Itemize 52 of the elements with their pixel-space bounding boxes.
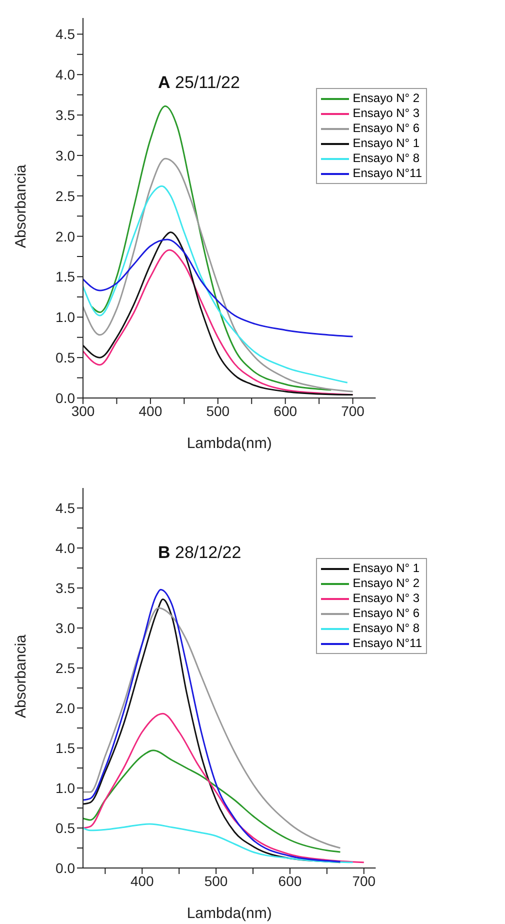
y-tick-label: 4.5 [56, 500, 76, 516]
line-series [83, 823, 354, 864]
text: B 28/12/22 [158, 543, 242, 563]
text: A 25/11/22 [158, 73, 240, 93]
x-tick-label: 700 [352, 872, 376, 889]
y-axis-title: Absorbancia [12, 164, 30, 248]
legend-label: Ensayo N° 3 [352, 591, 420, 606]
legend-label: Ensayo N° 6 [352, 121, 420, 136]
legend-label: Ensayo N° 1 [352, 561, 420, 576]
y-tick-label: 4.5 [56, 26, 76, 42]
legend-label: Ensayo N°11 [352, 166, 422, 181]
y-tick-label: 0.0 [56, 860, 76, 876]
x-tick-label: 400 [130, 872, 154, 889]
legend-label: Ensayo N° 6 [352, 606, 420, 621]
y-tick-label: 4.0 [56, 66, 76, 83]
y-tick-label: 2.5 [56, 660, 76, 676]
line-series [83, 185, 348, 384]
legend-label: Ensayo N° 2 [352, 91, 420, 106]
y-tick-label: 0.5 [56, 820, 76, 836]
legend-label: Ensayo N° 3 [352, 106, 420, 121]
y-tick-label: 2.0 [56, 228, 76, 244]
x-tick-label: 500 [206, 402, 230, 419]
line-series [83, 238, 354, 338]
y-tick-label: 2.5 [56, 188, 76, 204]
x-axis-title: Lambda(nm) [186, 435, 272, 452]
legend-label: Ensayo N° 2 [352, 576, 420, 591]
y-tick-label: 3.5 [56, 580, 76, 596]
y-tick-label: 1.0 [56, 780, 76, 796]
y-axis-title: Absorbancia [12, 634, 30, 718]
line-series [83, 712, 365, 864]
y-tick-label: 3.0 [56, 620, 76, 636]
y-tick-label: 1.5 [56, 268, 76, 285]
line-series [91, 105, 332, 391]
legend-label: Ensayo N°11 [352, 636, 422, 651]
line-series [83, 750, 341, 853]
x-tick-label: 700 [341, 402, 365, 419]
y-tick-label: 3.0 [56, 147, 76, 164]
y-tick-label: 4.0 [56, 540, 76, 556]
x-tick-label: 500 [204, 872, 228, 889]
line-series [83, 158, 354, 392]
y-tick-label: 1.0 [56, 309, 76, 326]
x-tick-label: 600 [274, 402, 298, 419]
y-tick-label: 2.0 [56, 700, 76, 716]
y-tick-label: 0.5 [56, 350, 76, 366]
y-tick-label: 1.5 [56, 740, 76, 756]
y-tick-label: 3.5 [56, 106, 76, 123]
x-tick-label: 600 [278, 872, 302, 889]
x-tick-label: 400 [138, 402, 162, 419]
x-axis-title: Lambda(nm) [186, 905, 272, 922]
legend-label: Ensayo N° 1 [352, 136, 420, 151]
legend-label: Ensayo N° 8 [352, 621, 420, 636]
legend-label: Ensayo N° 8 [352, 151, 420, 166]
